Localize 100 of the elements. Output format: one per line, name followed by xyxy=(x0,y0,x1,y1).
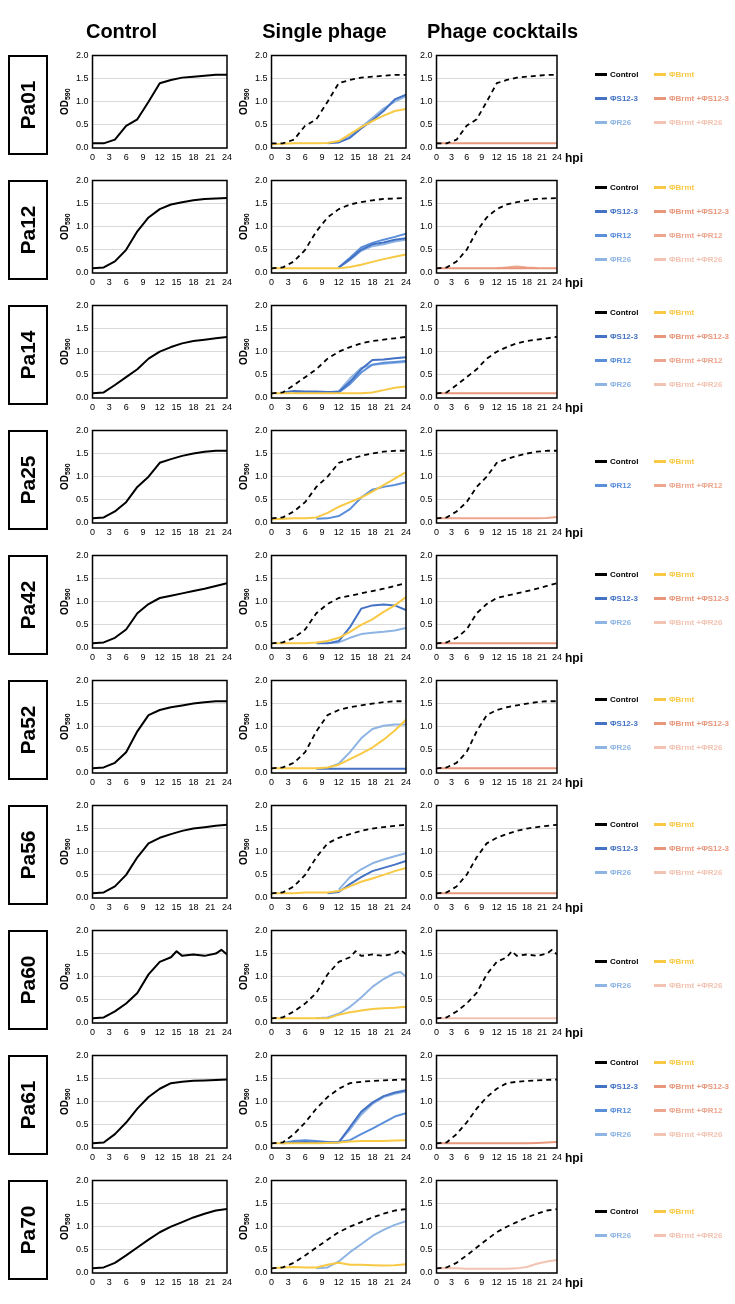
x-tick-label: 6 xyxy=(123,401,129,412)
y-tick-label: 0.0 xyxy=(255,642,268,653)
x-tick-label: 21 xyxy=(384,776,395,787)
legend-label: ΦS12-3 xyxy=(610,93,638,103)
y-tick-label: 1.0 xyxy=(420,971,433,982)
text: ΦBrmt xyxy=(669,569,695,579)
y-tick-label: 0.0 xyxy=(420,267,433,278)
x-tick-label: 0 xyxy=(269,901,275,912)
y-tick-label: 2.0 xyxy=(255,674,268,685)
x-tick-label: 0 xyxy=(269,1151,275,1162)
x-tick-label: 15 xyxy=(350,1151,361,1162)
x-tick-label: 9 xyxy=(479,276,485,287)
x-tick-label: 9 xyxy=(319,1151,325,1162)
x-tick-label: 12 xyxy=(491,1026,502,1037)
x-tick-label: 6 xyxy=(302,276,308,287)
y-tick-label: 2.0 xyxy=(420,299,433,310)
x-tick-label: 6 xyxy=(464,1026,470,1037)
x-tick-label: 24 xyxy=(221,776,233,787)
x-tick-label: 21 xyxy=(205,276,216,287)
x-tick-label: 9 xyxy=(479,651,485,662)
y-tick-label: 0.0 xyxy=(76,517,89,528)
x-tick-label: 6 xyxy=(123,776,129,787)
legend-label: ΦBrmt xyxy=(669,956,695,966)
x-tick-label: 24 xyxy=(400,1151,412,1162)
x-tick-label: 21 xyxy=(205,1276,216,1287)
x-tick-label: 15 xyxy=(171,1276,182,1287)
x-tick-label: 18 xyxy=(188,401,199,412)
x-tick-label: 15 xyxy=(350,901,361,912)
y-tick-label: 1.5 xyxy=(76,73,89,84)
y-tick-label: 1.5 xyxy=(420,573,433,584)
x-tick-label: 24 xyxy=(400,901,412,912)
legend-label: ΦBrmt +ΦR26 xyxy=(669,379,723,389)
x-tick-label: 18 xyxy=(188,151,199,162)
y-tick-label: 0.5 xyxy=(255,119,268,130)
x-tick-label: 15 xyxy=(506,276,517,287)
x-tick-label: 12 xyxy=(154,401,165,412)
y-tick-label: 0.5 xyxy=(420,744,433,755)
y-tick-label: 1.0 xyxy=(255,596,268,607)
x-tick-label: 12 xyxy=(154,776,165,787)
x-tick-label: 6 xyxy=(302,1026,308,1037)
y-tick-label: 1.5 xyxy=(420,448,433,459)
text: Pa61 xyxy=(16,1080,40,1130)
y-tick-label: 1.0 xyxy=(420,471,433,482)
y-tick-label: 0.0 xyxy=(255,767,268,778)
x-axis-title: hpi xyxy=(565,901,583,916)
x-tick-label: 12 xyxy=(491,776,502,787)
y-tick-label: 0.0 xyxy=(420,642,433,653)
legend-label: ΦBrmt +ΦR26 xyxy=(669,867,723,877)
y-tick-label: 0.5 xyxy=(76,619,89,630)
x-tick-label: 18 xyxy=(521,276,532,287)
x-tick-label: 12 xyxy=(333,276,344,287)
text: Pa60 xyxy=(16,955,40,1005)
y-tick-label: 0.0 xyxy=(76,892,89,903)
text: Control xyxy=(610,1206,639,1216)
y-tick-label: 1.5 xyxy=(76,823,89,834)
x-tick-label: 6 xyxy=(302,151,308,162)
y-tick-label: 0.0 xyxy=(255,1267,268,1278)
legend-label: ΦBrmt +ΦS12-3 xyxy=(669,718,730,728)
legend-label: ΦBrmt +ΦR12 xyxy=(669,355,723,365)
legend-label: ΦR26 xyxy=(610,117,632,127)
x-tick-label: 6 xyxy=(464,526,470,537)
x-tick-label: 15 xyxy=(506,401,517,412)
x-tick-label: 3 xyxy=(285,651,291,662)
y-tick-label: 2.0 xyxy=(420,424,433,435)
x-tick-label: 3 xyxy=(449,401,455,412)
x-tick-label: 12 xyxy=(333,1276,344,1287)
x-tick-label: 3 xyxy=(106,651,112,662)
y-tick-label: 2.0 xyxy=(76,674,89,685)
x-tick-label: 6 xyxy=(123,651,129,662)
x-tick-label: 24 xyxy=(551,401,563,412)
y-tick-label: 1.5 xyxy=(420,948,433,959)
x-tick-label: 9 xyxy=(319,151,325,162)
y-tick-label: 1.0 xyxy=(255,721,268,732)
x-tick-label: 12 xyxy=(154,151,165,162)
x-tick-label: 0 xyxy=(90,776,96,787)
legend-label: ΦBrmt +ΦR12 xyxy=(669,230,723,240)
x-tick-label: 9 xyxy=(140,526,146,537)
x-tick-label: 0 xyxy=(269,151,275,162)
text: Pa56 xyxy=(16,830,40,880)
x-tick-label: 15 xyxy=(506,1151,517,1162)
x-tick-label: 18 xyxy=(521,1276,532,1287)
legend-label: ΦR26 xyxy=(610,1129,632,1139)
x-tick-label: 12 xyxy=(154,276,165,287)
legend-label: ΦBrmt +ΦR26 xyxy=(669,1129,723,1139)
x-tick-label: 0 xyxy=(90,401,96,412)
text: ΦR26 xyxy=(610,1230,632,1240)
x-tick-label: 0 xyxy=(434,1026,440,1037)
x-tick-label: 6 xyxy=(123,901,129,912)
x-tick-label: 3 xyxy=(106,526,112,537)
legend-label: ΦR12 xyxy=(610,1105,632,1115)
text: Pa12 xyxy=(16,205,40,255)
y-tick-label: 0.0 xyxy=(255,142,268,153)
y-tick-label: 2.0 xyxy=(420,799,433,810)
x-tick-label: 12 xyxy=(333,651,344,662)
y-tick-label: 0.5 xyxy=(420,119,433,130)
y-tick-label: 2.0 xyxy=(420,49,433,60)
y-tick-label: 1.0 xyxy=(76,471,89,482)
x-axis-title: hpi xyxy=(565,401,583,416)
x-tick-label: 18 xyxy=(188,776,199,787)
x-tick-label: 24 xyxy=(400,276,412,287)
